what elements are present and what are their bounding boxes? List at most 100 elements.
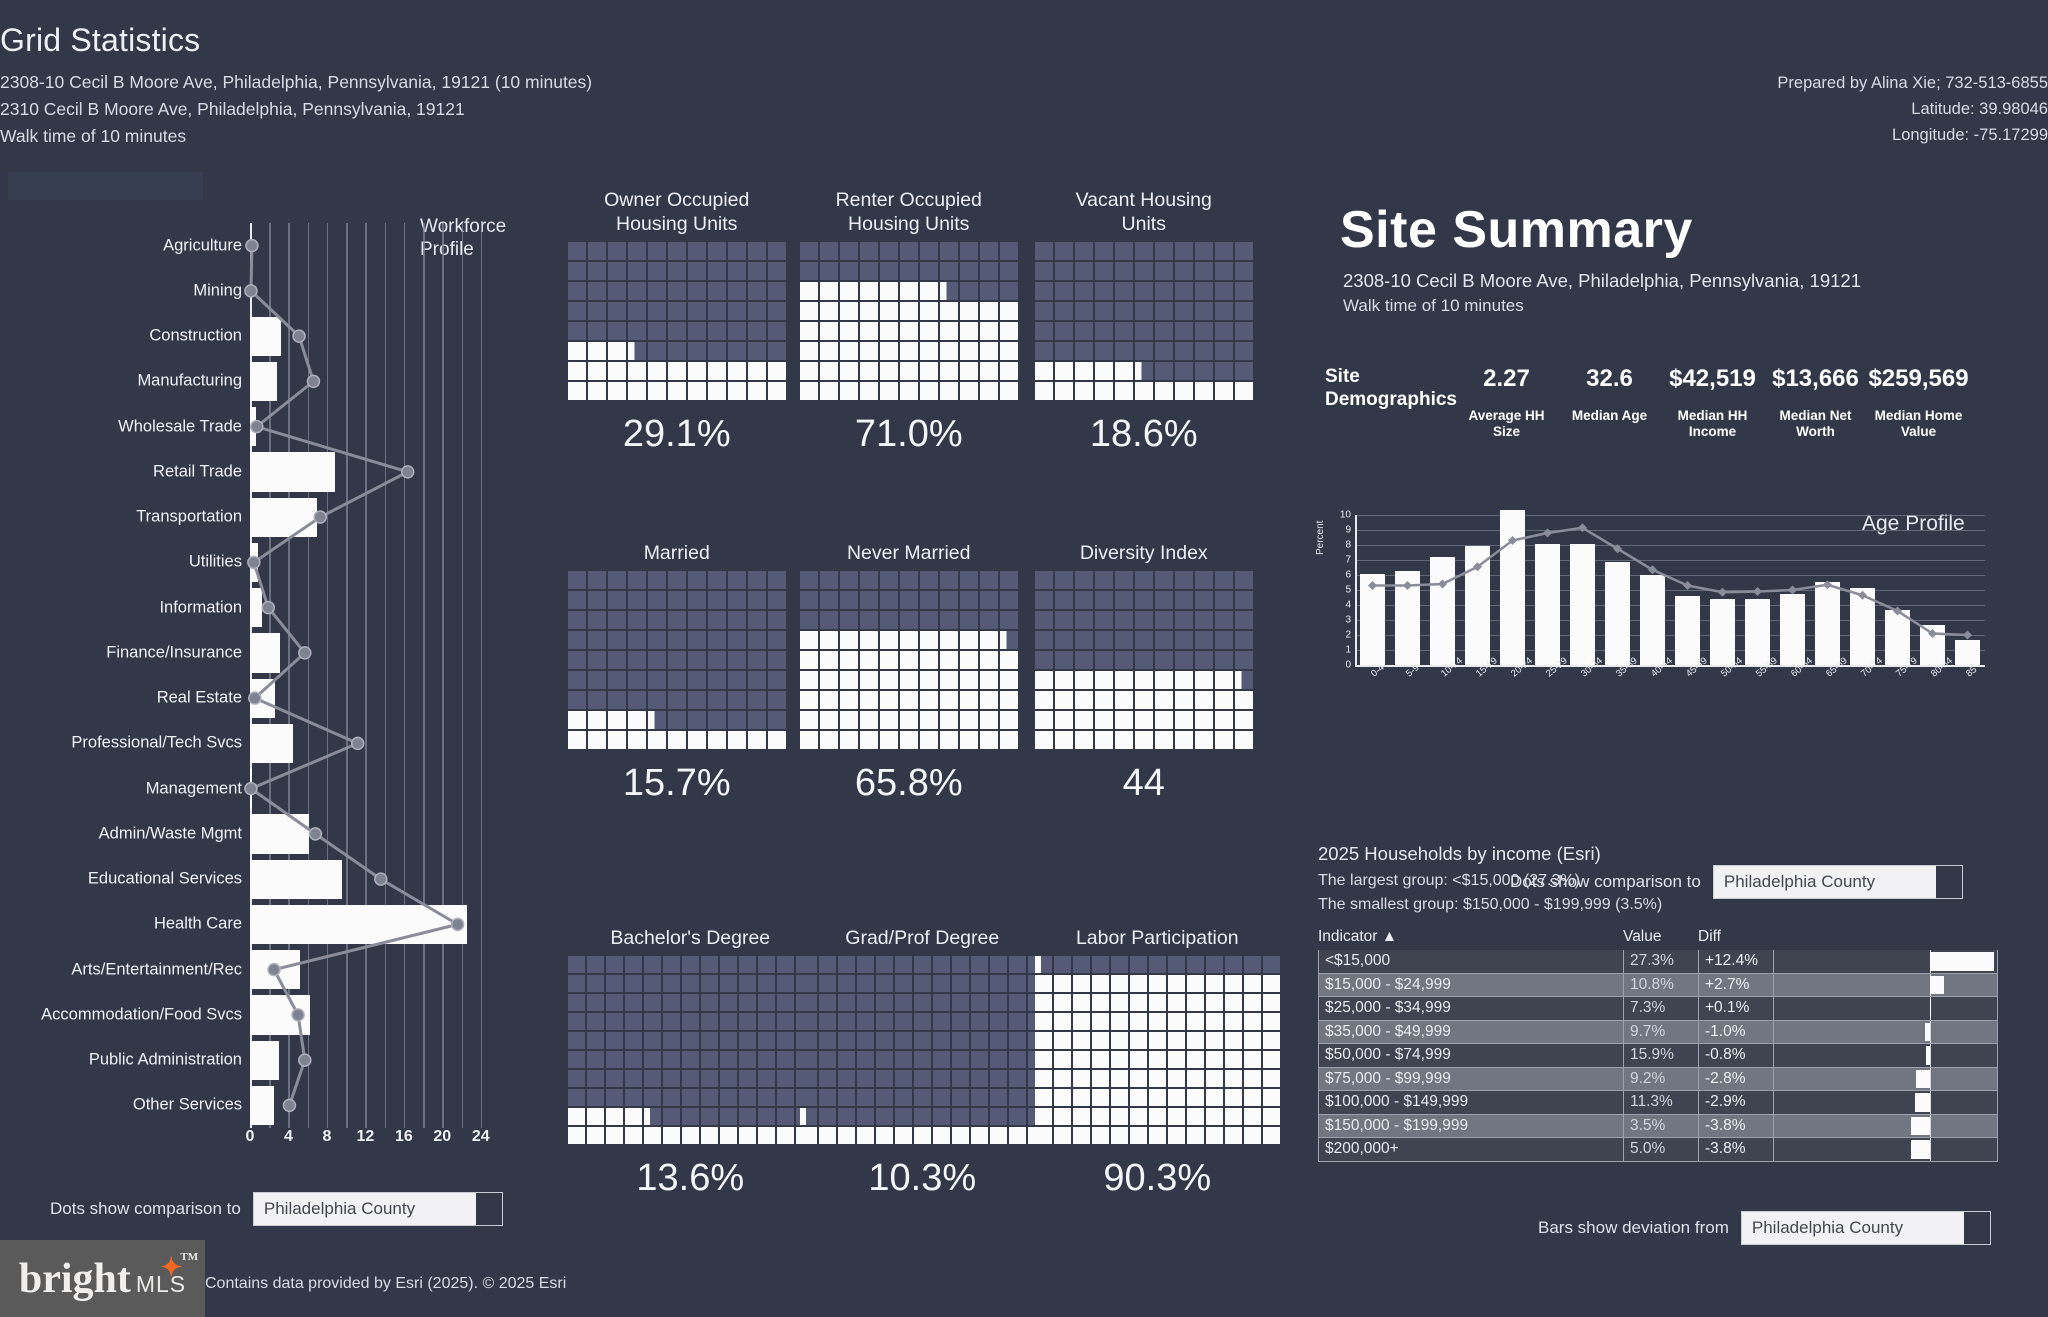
waffle-cell (628, 571, 646, 589)
waffle-value: 44 (1122, 761, 1165, 804)
table-row[interactable]: <$15,000 27.3% +12.4% (1318, 950, 1998, 974)
workforce-x-tick: 0 (245, 1128, 255, 1145)
income-column-header[interactable]: Diff (1698, 928, 1721, 945)
waffle-cell (914, 1032, 931, 1049)
income-diff-cell: +0.1% (1699, 997, 1774, 1020)
waffle-cell (920, 322, 938, 340)
age-profile-comparison-dropdown[interactable]: Philadelphia County (1712, 865, 1963, 899)
workforce-comparison-control[interactable]: Dots show comparison to Philadelphia Cou… (50, 1192, 503, 1226)
waffle-cell (840, 711, 858, 729)
waffle-cell (1155, 571, 1173, 589)
waffle-cell (568, 282, 586, 300)
waffle-cell (648, 262, 666, 280)
income-deviation-control[interactable]: Bars show deviation from Philadelphia Co… (1538, 1211, 1991, 1245)
waffle-grid (568, 571, 786, 749)
waffle-cell (819, 994, 836, 1011)
age-profile-y-tick: 1 (1345, 644, 1351, 656)
waffle-cell (980, 671, 998, 689)
waffle-cell (644, 1032, 661, 1049)
waffle-cell (1215, 631, 1233, 649)
waffle-cell (952, 1070, 969, 1087)
waffle-cell (1111, 1108, 1128, 1125)
table-row[interactable]: $25,000 - $34,999 7.3% +0.1% (1318, 997, 1998, 1021)
waffle-cell (880, 282, 898, 300)
income-column-header[interactable]: Value (1623, 928, 1662, 945)
workforce-x-tick: 8 (322, 1128, 332, 1145)
waffle-cell (940, 591, 958, 609)
workforce-bar-row: Retail Trade (153, 449, 500, 494)
waffle-cell (1206, 1070, 1223, 1087)
workforce-comparison-dropdown[interactable]: Philadelphia County (252, 1192, 503, 1226)
waffle-cell (720, 1127, 737, 1144)
waffle-cell (914, 994, 931, 1011)
waffle-cell (1035, 975, 1052, 992)
waffle-cell (1206, 1127, 1223, 1144)
waffle-cell (1215, 731, 1233, 749)
waffle-cell (914, 1070, 931, 1087)
waffle-cell (758, 1127, 775, 1144)
chevron-down-icon[interactable] (1963, 1212, 1990, 1244)
table-row[interactable]: $75,000 - $99,999 9.2% -2.8% (1318, 1067, 1998, 1091)
table-row[interactable]: $150,000 - $199,999 3.5% -3.8% (1318, 1114, 1998, 1138)
footer-attribution: Contains data provided by Esri (2025). ©… (205, 1275, 567, 1292)
site-summary-address: 2308-10 Cecil B Moore Ave, Philadelphia,… (1343, 270, 1861, 291)
waffle-cell (1000, 651, 1018, 669)
chevron-down-icon[interactable] (1935, 866, 1962, 898)
waffle-cell (587, 994, 604, 1011)
waffle-cell (608, 302, 626, 320)
waffle-cell (980, 382, 998, 400)
table-row[interactable]: $50,000 - $74,999 15.9% -0.8% (1318, 1044, 1998, 1068)
table-row[interactable]: $100,000 - $149,999 11.3% -2.9% (1318, 1091, 1998, 1115)
waffle-cell (758, 994, 775, 1011)
waffle-cell (800, 994, 817, 1011)
age-profile-y-tick: 10 (1339, 509, 1351, 521)
waffle-cell (860, 322, 878, 340)
site-metric-label: Median Age (1571, 408, 1648, 423)
waffle-cell (688, 242, 706, 260)
waffle-cell (1195, 382, 1213, 400)
table-row[interactable]: $200,000+ 5.0% -3.8% (1318, 1138, 1998, 1162)
age-profile-gridline (1355, 530, 1985, 531)
waffle-grid (800, 956, 1045, 1144)
age-profile-bar (1779, 593, 1806, 665)
income-deviation-dropdown[interactable]: Philadelphia County (1740, 1211, 1991, 1245)
site-summary-title: Site Summary (1340, 201, 1693, 259)
waffle-cell (568, 691, 586, 709)
waffle-cell (1055, 362, 1073, 380)
waffle-cell (1135, 611, 1153, 629)
waffle-cell (688, 322, 706, 340)
waffle-cell (587, 1127, 604, 1144)
income-column-header[interactable]: Indicator ▲ (1318, 928, 1398, 945)
waffle-cell (608, 382, 626, 400)
workforce-bar-row: Public Administration (89, 1038, 500, 1083)
workforce-category-label: Management (145, 779, 242, 798)
waffle-cell (648, 322, 666, 340)
age-profile-y-axis (1355, 515, 1357, 665)
waffle-cell (568, 975, 585, 992)
waffle-cell (1235, 711, 1253, 729)
chevron-down-icon[interactable] (475, 1193, 502, 1225)
age-profile-comparison-control[interactable]: Dots show comparison to Philadelphia Cou… (1510, 865, 1963, 899)
waffle-cell (588, 282, 606, 300)
waffle-chart: Diversity Index 44 (1035, 541, 1253, 805)
table-row[interactable]: $35,000 - $49,999 9.7% -1.0% (1318, 1020, 1998, 1044)
waffle-cell (876, 975, 893, 992)
waffle-cell (1175, 282, 1193, 300)
waffle-cell (1111, 1051, 1128, 1068)
waffle-cell (1195, 262, 1213, 280)
waffle-cell (960, 322, 978, 340)
workforce-bar (250, 633, 280, 673)
waffle-cell (1244, 994, 1261, 1011)
waffle-cell (728, 591, 746, 609)
waffle-cell (1195, 282, 1213, 300)
waffle-cell (1054, 994, 1071, 1011)
waffle-cell (1155, 671, 1173, 689)
waffle-cell (1149, 1108, 1166, 1125)
waffle-cell (800, 1127, 817, 1144)
waffle-cell (682, 1013, 699, 1030)
table-row[interactable]: $15,000 - $24,999 10.8% +2.7% (1318, 973, 1998, 997)
waffle-chart: Grad/Prof Degree 10.3% (800, 926, 1045, 1200)
waffle-cell (1035, 1089, 1052, 1106)
age-profile-y-tick: 6 (1345, 569, 1351, 581)
brightmls-logo[interactable]: bright ✦ TM MLS (0, 1240, 205, 1317)
